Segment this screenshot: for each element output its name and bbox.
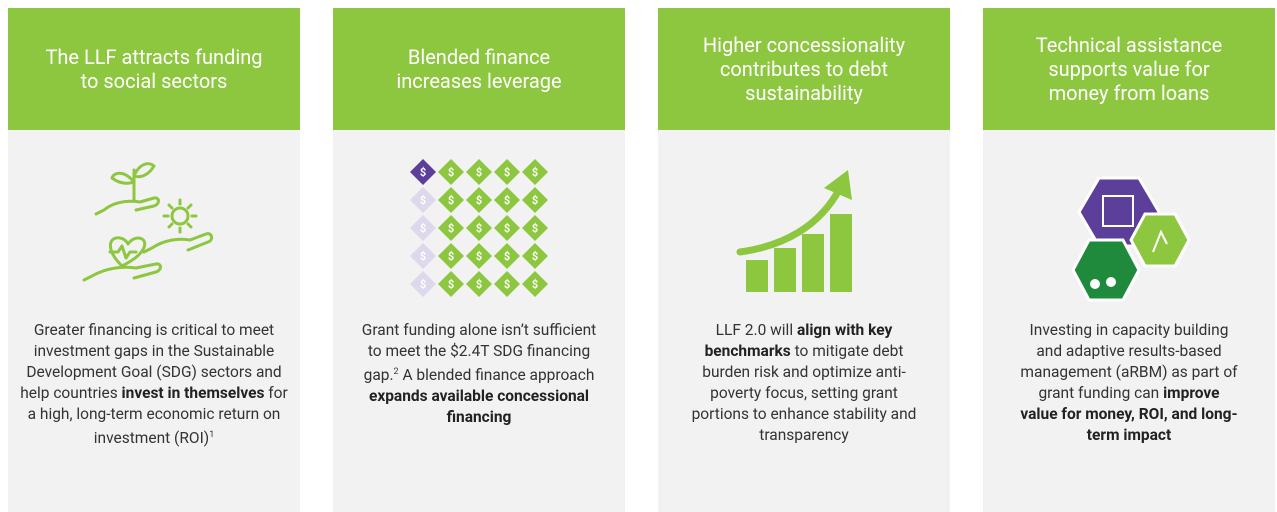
dollar-sign: $ [476,250,482,263]
card-body: Investing in capacity building and adapt… [1018,320,1240,446]
dollar-sign: $ [420,222,426,235]
title-line: to social sectors [81,69,228,93]
body-text: LLF 2.0 will [716,321,797,339]
dollar-sign: $ [504,222,510,235]
title-line: money from loans [1049,81,1210,105]
title-line: Higher concessionality [703,33,905,57]
dollar-sign: $ [476,166,482,179]
dollar-sign: $ [504,166,510,179]
body-text: expands available concessional financing [369,387,589,426]
body-text: 1 [209,430,214,440]
dollar-sign: $ [476,222,482,235]
dollar-sign: $ [532,194,538,207]
title-line: Blended finance [408,45,550,69]
dollar-sign: $ [448,166,454,179]
card-body: LLF 2.0 will align with key benchmarks t… [688,320,920,446]
dollar-sign: $ [476,194,482,207]
dollar-grid-icon: $ $ $ $ $ $ $ $ $ $ $ $ $ $ $ $ $ $ $ $ $ $ $ $ $ [399,148,559,308]
dollar-sign: $ [532,166,538,179]
dollar-sign: $ [532,250,538,263]
dollar-sign: $ [420,278,426,291]
dollar-sign: $ [448,278,454,291]
dollar-sign: $ [532,222,538,235]
body-text: invest in themselves [122,384,265,402]
dollar-sign: $ [448,250,454,263]
title-line: Technical assistance [1036,33,1222,57]
dollar-sign: $ [504,194,510,207]
page: The LLF attracts fundingto social sector… [0,0,1277,512]
dollar-sign: $ [504,250,510,263]
dollar-sign: $ [504,278,510,291]
dollar-sign: $ [448,194,454,207]
dollar-sign: $ [420,194,426,207]
card-body: Grant funding alone isn’t sufficient to … [354,320,604,428]
hexagon-icon [1049,148,1209,308]
dollar-sign: $ [532,278,538,291]
title-line: The LLF attracts funding [45,45,262,69]
card-body: Greater financing is critical to meet in… [17,320,292,449]
body-text: A blended finance approach [399,366,595,384]
title-line: increases leverage [396,69,561,93]
dollar-sign: $ [476,278,482,291]
hands-icon [74,148,234,308]
dollar-sign: $ [420,166,426,179]
title-line: supports value for [1048,57,1209,81]
title-line: contributes to debt [720,57,888,81]
title-line: sustainability [745,81,863,105]
growth-icon [724,148,884,308]
dollar-sign: $ [420,250,426,263]
dollar-sign: $ [448,222,454,235]
